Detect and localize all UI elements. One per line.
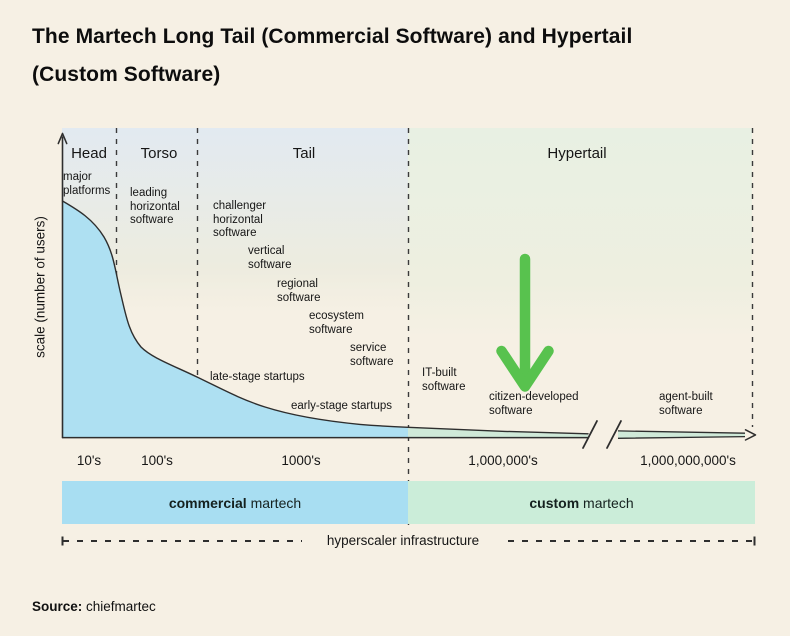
label-agent-built-software: agent-built software xyxy=(659,391,713,417)
x-tick-100s: 100's xyxy=(141,453,173,468)
section-head: Head xyxy=(71,145,107,162)
label-challenger-horizontal: challenger horizontal software xyxy=(213,200,267,239)
title-line-2: (Custom Software) xyxy=(32,63,221,86)
custom-region-background xyxy=(408,128,752,437)
source-label: Source: xyxy=(32,599,83,614)
y-axis-line xyxy=(57,132,68,439)
x-tick-1000000000s: 1,000,000,000's xyxy=(640,453,736,468)
green-down-arrow-icon xyxy=(496,253,554,392)
source-value: chiefmartec xyxy=(86,599,156,614)
section-hypertail: Hypertail xyxy=(547,145,607,162)
custom-band-label: martech xyxy=(583,494,634,511)
y-axis-label: scale (number of users) xyxy=(32,216,48,358)
page-title: The Martech Long Tail (Commercial Softwa… xyxy=(32,18,762,94)
commercial-curve-area xyxy=(62,201,408,438)
label-early-stage-startups: early-stage startups xyxy=(291,400,392,412)
source-line: Source: chiefmartec xyxy=(32,599,156,614)
long-tail-curve xyxy=(61,200,589,435)
label-it-built-software: IT-built software xyxy=(422,367,466,393)
label-leading-horizontal: leading horizontal software xyxy=(130,187,180,226)
x-tick-10s: 10's xyxy=(76,453,102,468)
title-line-1: The Martech Long Tail (Commercial Softwa… xyxy=(32,25,633,48)
label-citizen-developed: citizen-developed software xyxy=(489,391,579,417)
commercial-band-label-bold: commercial xyxy=(168,494,247,511)
x-tick-1000s: 1000's xyxy=(281,453,321,468)
label-late-stage-startups: late-stage startups xyxy=(210,371,305,383)
label-service-software: service software xyxy=(350,342,394,368)
section-tail: Tail xyxy=(292,145,316,162)
custom-band-label-bold: custom xyxy=(529,494,580,511)
custom-martech-band: custom martech xyxy=(408,481,755,524)
label-regional-software: regional software xyxy=(277,278,321,304)
commercial-martech-band: commercial martech xyxy=(62,481,408,524)
infrastructure-span-lines xyxy=(61,536,756,546)
infrastructure-label: hyperscaler infrastructure xyxy=(326,533,480,548)
axis-break-icon xyxy=(582,420,622,449)
section-torso: Torso xyxy=(140,145,178,162)
label-major-platforms: major platforms xyxy=(63,171,111,197)
label-ecosystem-software: ecosystem software xyxy=(309,310,364,336)
x-tick-1000000s: 1,000,000's xyxy=(468,453,538,468)
axis-continuation-arrow xyxy=(617,429,757,441)
commercial-band-label: martech xyxy=(250,494,302,511)
label-vertical-software: vertical software xyxy=(248,245,292,271)
